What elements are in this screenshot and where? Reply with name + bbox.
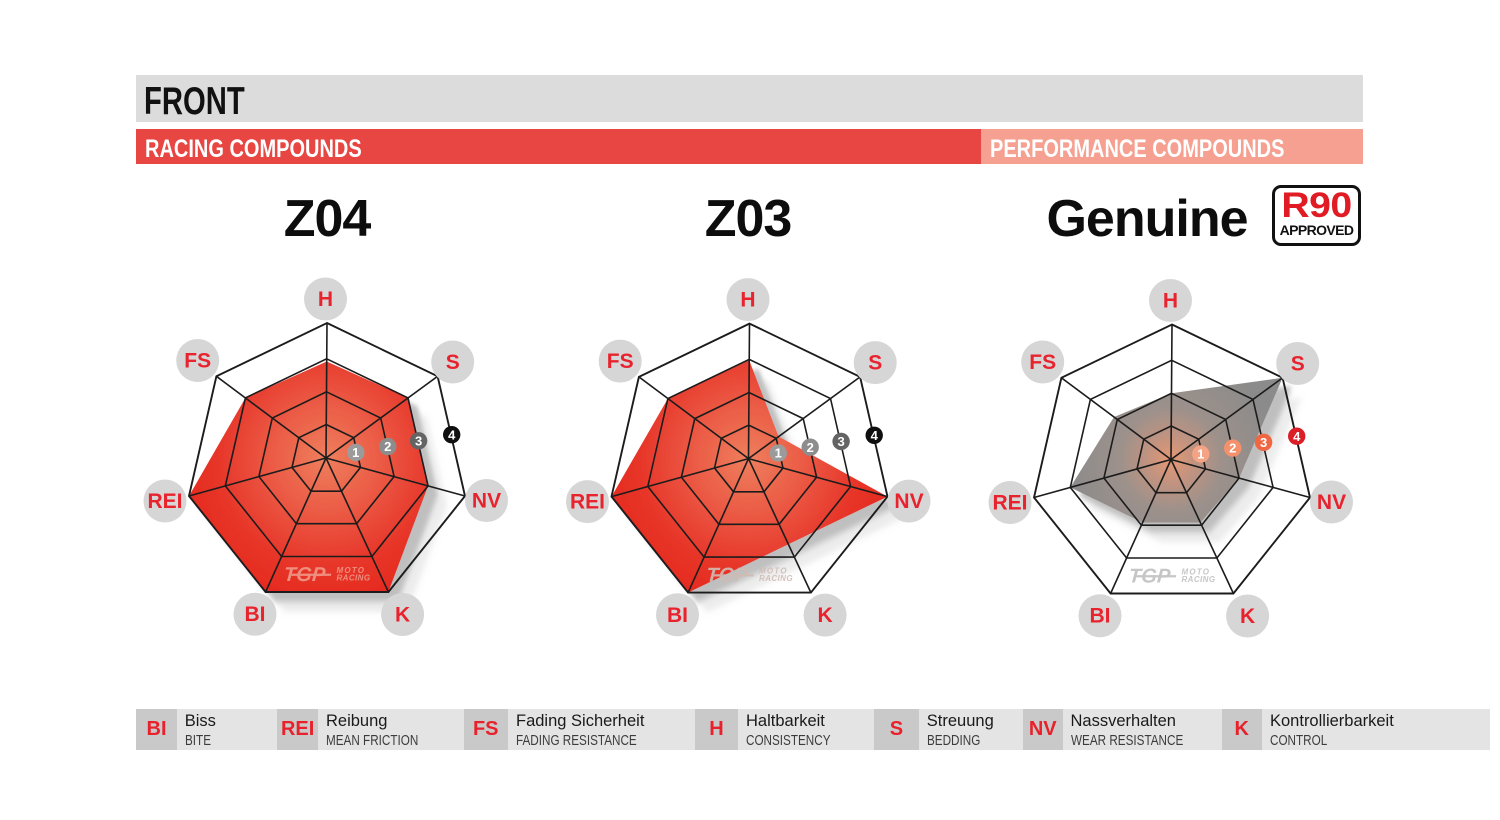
- svg-text:NV: NV: [1317, 491, 1346, 514]
- svg-text:FS: FS: [607, 350, 634, 373]
- svg-text:3: 3: [1260, 435, 1267, 450]
- svg-text:TGP: TGP: [1128, 566, 1172, 588]
- svg-text:RACING: RACING: [337, 574, 371, 583]
- svg-text:S: S: [446, 351, 460, 374]
- svg-text:K: K: [395, 604, 410, 627]
- svg-text:BI: BI: [667, 604, 688, 627]
- svg-text:MOTO: MOTO: [337, 566, 366, 575]
- svg-text:4: 4: [448, 427, 456, 442]
- svg-text:3: 3: [837, 434, 844, 449]
- svg-text:BI: BI: [245, 603, 266, 626]
- svg-text:MOTO: MOTO: [759, 567, 788, 576]
- svg-text:RACING: RACING: [1182, 575, 1216, 584]
- svg-text:3: 3: [415, 433, 422, 448]
- svg-text:H: H: [1163, 290, 1178, 313]
- svg-text:1: 1: [775, 446, 782, 461]
- svg-text:MOTO: MOTO: [1182, 568, 1211, 577]
- svg-text:H: H: [318, 288, 333, 311]
- svg-text:H: H: [740, 289, 755, 312]
- svg-text:RACING: RACING: [759, 574, 793, 583]
- svg-text:BI: BI: [1090, 605, 1111, 628]
- svg-text:4: 4: [871, 428, 879, 443]
- svg-text:REI: REI: [992, 492, 1027, 515]
- svg-text:4: 4: [1293, 429, 1301, 444]
- svg-text:FS: FS: [1029, 351, 1056, 374]
- svg-text:S: S: [1291, 353, 1305, 376]
- svg-text:2: 2: [1229, 441, 1236, 456]
- svg-text:1: 1: [352, 445, 359, 460]
- svg-text:REI: REI: [570, 491, 605, 514]
- svg-text:S: S: [868, 352, 882, 375]
- svg-text:K: K: [818, 604, 833, 627]
- svg-text:FS: FS: [184, 350, 211, 373]
- svg-text:TGP: TGP: [706, 565, 750, 587]
- svg-text:K: K: [1240, 605, 1255, 628]
- svg-text:REI: REI: [147, 490, 182, 513]
- svg-text:2: 2: [384, 439, 391, 454]
- svg-text:2: 2: [807, 440, 814, 455]
- svg-text:NV: NV: [894, 490, 923, 513]
- svg-text:TGP: TGP: [283, 564, 327, 586]
- svg-text:1: 1: [1197, 447, 1204, 462]
- svg-text:NV: NV: [472, 490, 501, 513]
